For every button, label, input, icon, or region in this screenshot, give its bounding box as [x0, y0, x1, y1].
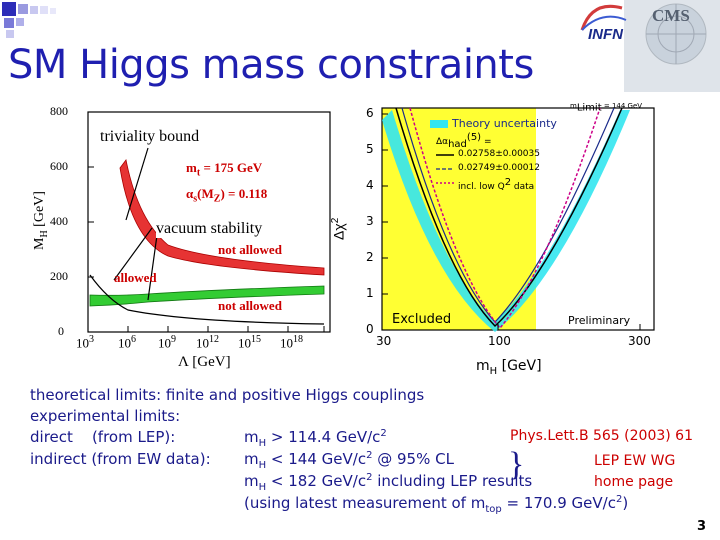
text-line-lep-combined: mH < 182 GeV/c2 including LEP results — [244, 472, 533, 493]
legend-entry-1: 0.02758±0.00035 — [458, 149, 540, 159]
page-title: SM Higgs mass constraints — [8, 42, 534, 88]
legend-entry-3: incl. low Q2 data — [458, 177, 535, 192]
text-line-indirect-value: mH < 144 GeV/c2 @ 95% CL — [244, 450, 454, 471]
left-ylabel-text: M — [32, 237, 47, 250]
right-y-tick-0: 0 — [366, 322, 374, 336]
allowed-label: allowed — [114, 270, 157, 285]
not-allowed-lower-label: not allowed — [218, 298, 282, 313]
deco-square — [18, 4, 28, 14]
left-y-tick-0: 0 — [58, 324, 64, 338]
text-line-direct-value: mH > 114.4 GeV/c2 — [244, 428, 387, 449]
deco-square — [50, 8, 56, 14]
left-y-axis-label: MH [GeV] — [32, 191, 50, 250]
triviality-bound-label: triviality bound — [100, 128, 200, 146]
right-y-tick-6: 6 — [366, 106, 374, 120]
right-x-tick-100: 100 — [488, 334, 511, 348]
legend-theory-uncertainty: Theory uncertainty — [452, 117, 557, 130]
reference-home-page: home page — [594, 474, 674, 490]
page-number: 3 — [696, 519, 706, 534]
deco-square — [6, 30, 14, 38]
right-x-tick-300: 300 — [628, 334, 651, 348]
deco-square — [16, 18, 24, 26]
preliminary-label: Preliminary — [568, 314, 631, 327]
legend-entry-2: 0.02749±0.00012 — [458, 163, 540, 173]
right-y-tick-1: 1 — [366, 286, 374, 300]
higgs-mass-vs-scale-plot: MH [GeV] 0 200 400 600 800 103 106 109 1… — [28, 100, 338, 380]
text-line-mtop: (using latest measurement of mtop = 170.… — [244, 494, 629, 515]
left-x-tick-1e6: 106 — [118, 334, 136, 351]
text-line-theoretical: theoretical limits: finite and positive … — [30, 386, 425, 404]
text-line-indirect-label: indirect (from EW data): — [30, 450, 211, 468]
left-x-tick-1e12: 1012 — [196, 334, 219, 351]
reference-lep-ew-wg: LEP EW WG — [594, 453, 676, 469]
deco-square — [30, 6, 38, 14]
right-y-tick-5: 5 — [366, 142, 374, 156]
alpha-s-label: αs(MZ) = 0.118 — [186, 186, 268, 205]
right-x-axis-label: mH [GeV] — [476, 358, 542, 377]
deco-square — [4, 18, 14, 28]
not-allowed-upper-label: not allowed — [218, 242, 282, 257]
cms-logo: CMS — [652, 6, 690, 25]
left-y-tick-800: 800 — [50, 104, 68, 118]
brace: } — [508, 446, 525, 483]
deco-square — [2, 2, 16, 16]
text-line-direct-label: direct (from LEP): — [30, 428, 176, 446]
left-x-tick-1e18: 1018 — [280, 334, 303, 351]
left-y-tick-200: 200 — [50, 269, 68, 283]
logos: INFN CMS — [572, 0, 720, 92]
right-y-axis-label: Δχ2 — [330, 217, 347, 240]
left-x-tick-1e15: 1015 — [238, 334, 261, 351]
legend-delta-alpha: Δαhad(5) = — [436, 132, 492, 150]
text-line-experimental: experimental limits: — [30, 407, 181, 425]
right-y-tick-4: 4 — [366, 178, 374, 192]
left-x-tick-1e3: 103 — [76, 334, 94, 351]
left-ylabel-sub: H — [38, 230, 50, 238]
left-ylabel-unit: [GeV] — [32, 191, 47, 227]
vacuum-stability-label: vacuum stability — [156, 220, 263, 238]
excluded-label: Excluded — [392, 312, 452, 327]
deco-square — [40, 6, 48, 14]
top-mass-label: mt = 175 GeV — [186, 160, 263, 179]
right-y-tick-2: 2 — [366, 250, 374, 264]
infn-logo: INFN — [588, 26, 623, 43]
right-x-tick-30: 30 — [376, 334, 392, 348]
mh-limit-label: mLimit = 144 GeV — [570, 102, 643, 114]
reference-phys-lett: Phys.Lett.B 565 (2003) 61 — [510, 428, 693, 444]
left-y-tick-400: 400 — [50, 214, 68, 228]
blue-band-plot: Δχ2 0 1 2 3 4 5 6 30 100 300 mH [GeV] mL… — [330, 100, 660, 380]
left-y-tick-600: 600 — [50, 159, 68, 173]
right-y-tick-3: 3 — [366, 214, 374, 228]
left-x-axis-label: Λ [GeV] — [178, 354, 231, 370]
left-x-tick-1e9: 109 — [158, 334, 176, 351]
